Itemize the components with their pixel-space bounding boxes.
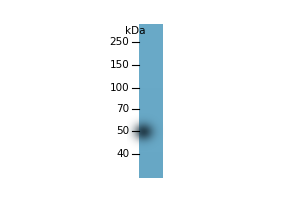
- Text: 70: 70: [116, 104, 129, 114]
- Text: 150: 150: [110, 60, 129, 70]
- Text: 50: 50: [116, 126, 129, 136]
- Text: 40: 40: [116, 149, 129, 159]
- Text: 250: 250: [110, 37, 129, 47]
- Text: 100: 100: [110, 83, 129, 93]
- Text: kDa: kDa: [125, 26, 146, 36]
